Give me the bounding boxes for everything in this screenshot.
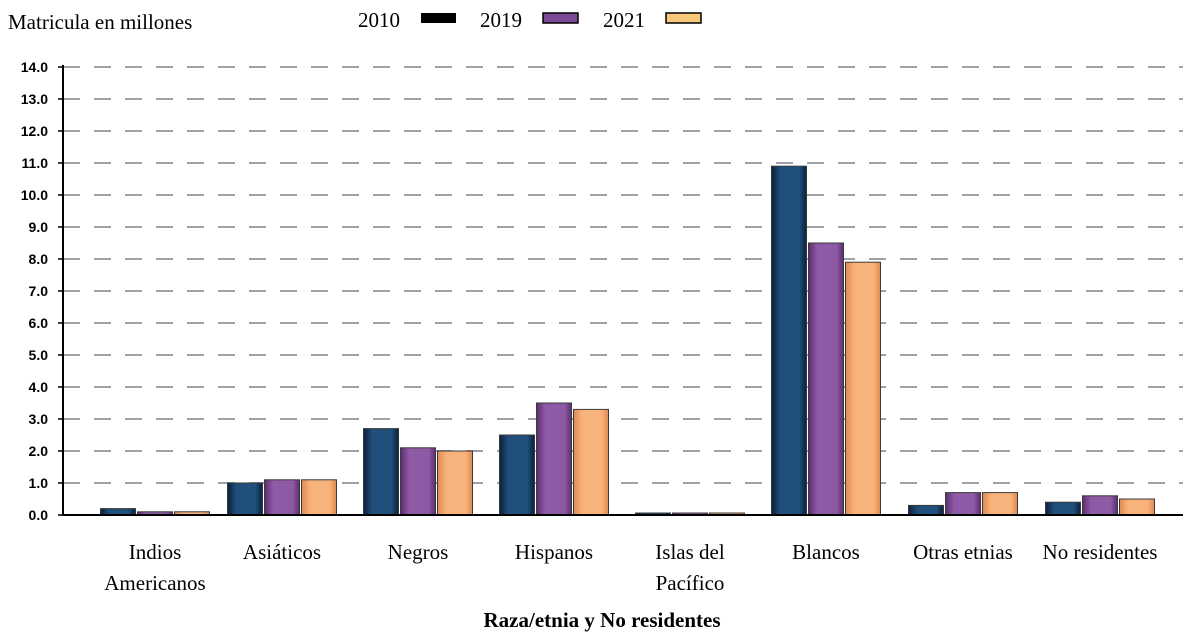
bar-otras-etnias-2021	[982, 492, 1018, 516]
bar-no-residentes-2021	[1119, 498, 1155, 516]
y-tick-label-4.0: 4.0	[29, 379, 49, 395]
x-tick-label-5-0: Blancos	[792, 540, 860, 564]
bar-negros-2021	[437, 450, 473, 516]
y-axis-ticks: 0.0 1.0 2.0 3.0 4.0 5.0 6.0 7.0 8.0 9.0 10.0 11.0 12…	[21, 59, 63, 523]
legend-swatch-2021	[665, 12, 702, 24]
x-tick-label-6-0: Otras etnias	[913, 540, 1013, 564]
y-tick-label-5.0: 5.0	[29, 347, 49, 363]
x-tick-label-2-0: Negros	[388, 540, 449, 564]
bar-otras-etnias-2019	[945, 492, 981, 516]
bar-blancos-2021	[845, 261, 881, 516]
y-tick-label-12.0: 12.0	[21, 123, 48, 139]
y-tick-label-1.0: 1.0	[29, 475, 49, 491]
legend-swatch-2019	[542, 12, 579, 24]
legend-label-2021: 2021	[603, 8, 645, 32]
bar-no-residentes-2010	[1045, 501, 1081, 516]
y-tick-label-0.0: 0.0	[29, 507, 49, 523]
bar-asiáticos-2019	[264, 479, 300, 516]
x-tick-label-7-0: No residentes	[1043, 540, 1158, 564]
bar-blancos-2019	[808, 242, 844, 516]
bar-asiáticos-2021	[301, 479, 337, 516]
legend: 2010 2019 2021	[358, 8, 702, 32]
bar-blancos-2010	[771, 165, 807, 516]
y-tick-label-7.0: 7.0	[29, 283, 49, 299]
y-tick-label-13.0: 13.0	[21, 91, 48, 107]
y-tick-label-3.0: 3.0	[29, 411, 49, 427]
x-tick-label-1-0: Asiáticos	[243, 540, 321, 564]
y-axis-title: Matricula en millones	[8, 10, 192, 34]
y-tick-label-8.0: 8.0	[29, 251, 49, 267]
legend-label-2010: 2010	[358, 8, 400, 32]
x-tick-label-0-0: Indios	[129, 540, 182, 564]
x-axis-category-labels: Indios Americanos Asiáticos Negros Hispanos I…	[104, 540, 1157, 595]
legend-label-2019: 2019	[480, 8, 522, 32]
y-tick-label-10.0: 10.0	[21, 187, 48, 203]
y-tick-label-2.0: 2.0	[29, 443, 49, 459]
bars	[100, 165, 1155, 516]
x-tick-label-4-1: Pacífico	[656, 571, 725, 595]
x-tick-label-0-1: Americanos	[104, 571, 205, 595]
y-tick-label-14.0: 14.0	[21, 59, 48, 75]
y-tick-label-9.0: 9.0	[29, 219, 49, 235]
x-axis-title: Raza/etnia y No residentes	[484, 608, 721, 632]
bar-no-residentes-2019	[1082, 495, 1118, 516]
bar-negros-2019	[400, 447, 436, 516]
bar-negros-2010	[363, 428, 399, 516]
gridlines	[63, 66, 1183, 484]
bar-otras-etnias-2010	[908, 504, 944, 516]
bar-hispanos-2021	[573, 408, 609, 516]
bar-hispanos-2010	[499, 434, 535, 516]
legend-swatch-2010	[421, 13, 456, 23]
bar-hispanos-2019	[536, 402, 572, 516]
x-tick-label-4-0: Islas del	[655, 540, 725, 564]
y-tick-label-6.0: 6.0	[29, 315, 49, 331]
y-tick-label-11.0: 11.0	[22, 155, 49, 171]
x-tick-label-3-0: Hispanos	[515, 540, 593, 564]
bar-asiáticos-2010	[227, 482, 263, 516]
